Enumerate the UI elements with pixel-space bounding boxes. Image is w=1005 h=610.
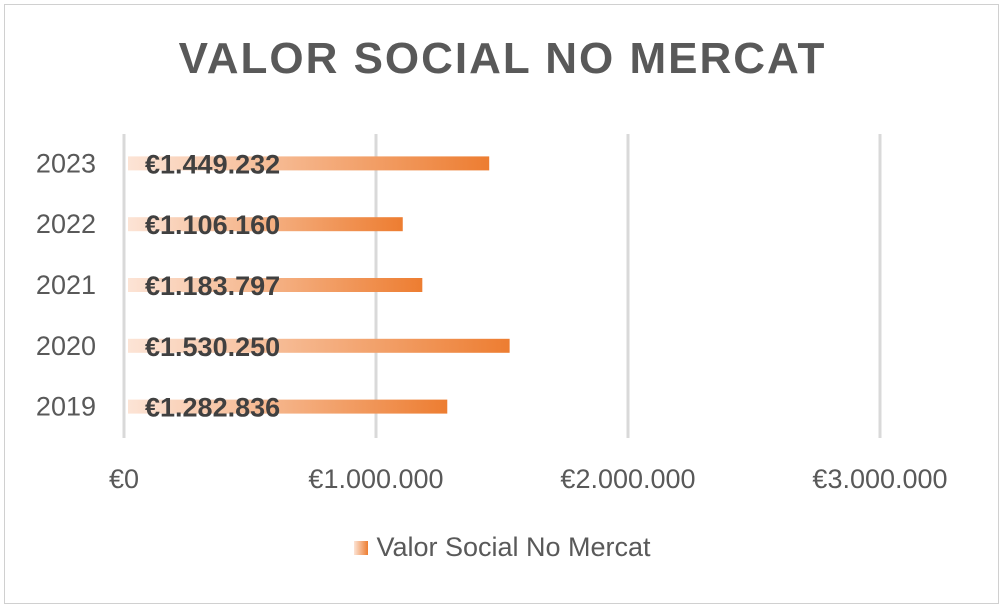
bar <box>128 399 448 414</box>
y-tick-label: 2023 <box>36 148 96 178</box>
legend-swatch <box>354 541 369 555</box>
legend-label: Valor Social No Mercat <box>376 532 651 562</box>
x-tick-label: €2.000.000 <box>560 464 695 494</box>
x-tick-label: €0 <box>109 464 139 494</box>
x-tick-label: €1.000.000 <box>308 464 443 494</box>
chart-title: VALOR SOCIAL NO MERCAT <box>178 34 827 83</box>
chart-frame <box>4 4 999 604</box>
data-label: €1.183.797 <box>145 271 280 301</box>
chart-legend: Valor Social No Mercat <box>0 532 1005 563</box>
bar <box>128 338 510 353</box>
y-tick-label: 2019 <box>36 392 96 422</box>
y-tick-label: 2022 <box>36 209 96 239</box>
data-label: €1.106.160 <box>145 210 280 240</box>
y-tick-label: 2020 <box>36 331 96 361</box>
x-tick-label: €3.000.000 <box>812 464 947 494</box>
data-label: €1.282.836 <box>145 393 280 423</box>
bar <box>128 278 423 292</box>
y-tick-label: 2021 <box>36 270 96 300</box>
data-label: €1.449.232 <box>145 149 280 179</box>
data-label: €1.530.250 <box>145 332 280 362</box>
bar <box>128 217 403 232</box>
bar <box>128 156 490 171</box>
